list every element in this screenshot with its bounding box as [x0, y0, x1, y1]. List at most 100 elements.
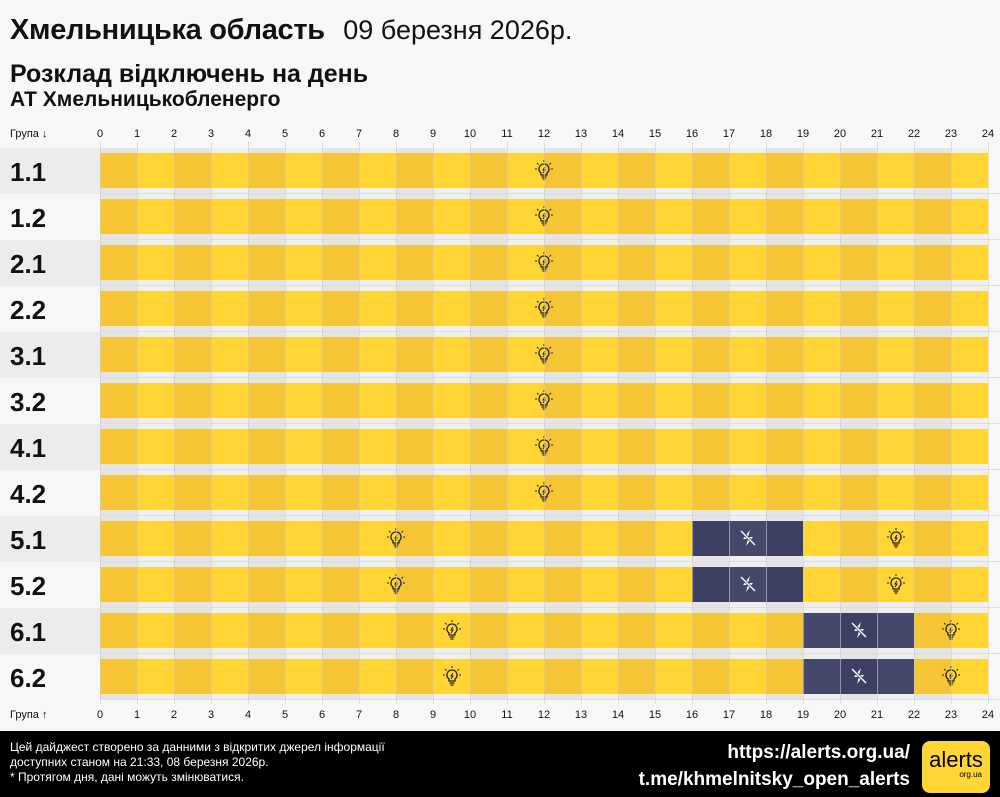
power-on-hour — [137, 199, 174, 234]
power-off-hour — [877, 613, 914, 648]
group-row: 3.1 — [0, 332, 1000, 378]
power-on-hour — [248, 245, 285, 280]
hour-column — [359, 148, 396, 700]
power-on-hour — [803, 429, 840, 464]
hour-gridline — [692, 142, 693, 704]
power-off-hour — [766, 567, 803, 602]
power-on-hour — [359, 659, 396, 694]
group-row: 5.1 — [0, 516, 1000, 562]
hour-column — [248, 148, 285, 700]
row-label-bg — [0, 332, 100, 378]
hour-tick-label: 18 — [759, 709, 773, 721]
power-on-hour — [840, 429, 877, 464]
power-on-hour — [877, 383, 914, 418]
hour-column — [803, 148, 840, 700]
hour-tick-label: 8 — [392, 128, 400, 140]
power-on-hour — [914, 199, 951, 234]
hour-gridline — [618, 142, 619, 704]
hour-tick-label: 17 — [722, 709, 736, 721]
group-label: 4.1 — [10, 433, 47, 463]
power-on-hour — [322, 429, 359, 464]
power-on-hour — [470, 383, 507, 418]
power-on-hour — [544, 567, 581, 602]
power-on-hour — [433, 337, 470, 372]
hour-tick-label: 0 — [96, 709, 104, 721]
hour-tick-label: 21 — [870, 128, 884, 140]
no-power-bolt-icon — [848, 619, 870, 641]
power-on-hour — [137, 383, 174, 418]
power-on-hour — [174, 291, 211, 326]
power-on-hour — [211, 383, 248, 418]
group-label: 3.1 — [10, 341, 47, 371]
hour-column — [137, 148, 174, 700]
row-label-bg — [0, 608, 100, 654]
power-on-hour — [692, 613, 729, 648]
hour-gridline — [803, 142, 804, 704]
power-on-hour — [951, 337, 988, 372]
power-on-hour — [618, 245, 655, 280]
power-on-hour — [803, 153, 840, 188]
power-on-hour — [618, 291, 655, 326]
footer-note-line: доступних станом на 21:33, 08 березня 20… — [10, 755, 269, 769]
power-on-hour — [322, 245, 359, 280]
hour-tick-label: 18 — [759, 128, 773, 140]
power-on-hour — [877, 337, 914, 372]
hour-tick-label: 14 — [611, 128, 625, 140]
hour-gridline — [840, 142, 841, 704]
hour-tick-label: 7 — [355, 128, 363, 140]
hour-tick-label: 2 — [170, 128, 178, 140]
power-on-hour — [729, 337, 766, 372]
power-on-hour — [396, 291, 433, 326]
power-on-hour — [507, 337, 544, 372]
hour-gridline — [729, 142, 730, 704]
power-on-hour — [618, 429, 655, 464]
hour-gridline — [211, 142, 212, 704]
power-on-hour — [766, 383, 803, 418]
group-label: 2.1 — [10, 249, 47, 279]
hour-gridline — [507, 142, 508, 704]
power-on-hour — [803, 199, 840, 234]
power-on-hour — [285, 383, 322, 418]
power-on-hour — [544, 291, 581, 326]
power-on-hour — [803, 337, 840, 372]
footer: Цей дайджест створено за данними з відкр… — [0, 731, 1000, 797]
power-on-hour — [174, 153, 211, 188]
power-on-hour — [914, 613, 951, 648]
hour-gridline — [988, 142, 989, 704]
power-on-hour — [248, 337, 285, 372]
power-on-hour — [655, 567, 692, 602]
power-on-hour — [877, 429, 914, 464]
power-on-hour — [322, 153, 359, 188]
power-on-hour — [285, 291, 322, 326]
power-on-hour — [211, 199, 248, 234]
website-link[interactable]: https://alerts.org.ua/ — [727, 742, 910, 763]
hour-column — [914, 148, 951, 700]
telegram-link[interactable]: t.me/khmelnitsky_open_alerts — [638, 769, 910, 790]
power-on-hour — [248, 153, 285, 188]
logo-text: alerts — [929, 747, 983, 772]
hour-gridline — [877, 142, 878, 704]
hour-tick-label: 20 — [833, 709, 847, 721]
logo-subtext: org.ua — [959, 770, 982, 779]
no-power-bolt-icon — [737, 573, 759, 595]
hour-tick-label: 9 — [429, 128, 437, 140]
power-on-hour — [396, 199, 433, 234]
row-label-bg — [0, 470, 100, 516]
power-on-hour — [951, 199, 988, 234]
power-on-hour — [211, 613, 248, 648]
power-on-hour — [322, 199, 359, 234]
power-on-hour — [100, 153, 137, 188]
power-on-hour — [470, 659, 507, 694]
power-on-hour — [137, 567, 174, 602]
power-on-hour — [729, 245, 766, 280]
power-on-hour — [359, 199, 396, 234]
subtitle: Розклад відключень на день — [10, 60, 369, 88]
power-on-hour — [359, 567, 396, 602]
power-on-hour — [433, 291, 470, 326]
power-on-hour — [470, 521, 507, 556]
power-on-hour — [655, 659, 692, 694]
group-row: 2.2 — [0, 286, 1000, 332]
hour-column — [507, 148, 544, 700]
power-on-hour — [285, 429, 322, 464]
power-on-hour — [137, 659, 174, 694]
